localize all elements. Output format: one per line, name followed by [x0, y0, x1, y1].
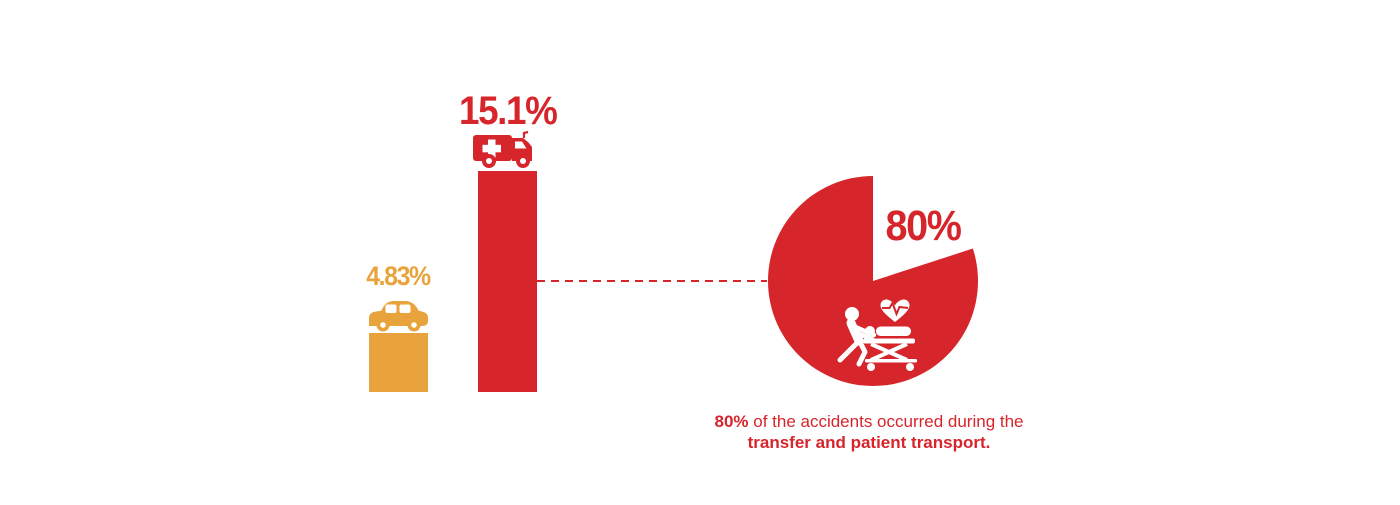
connector-dashed-line — [537, 280, 767, 282]
car-bar-value-label: 4.83% — [366, 261, 431, 291]
stretcher-icon — [837, 299, 917, 371]
pie-value-label: 80% — [885, 202, 961, 250]
caption-line-2: transfer and patient transport. — [747, 433, 991, 452]
caption-line1-rest: of the accidents occurred during the — [748, 412, 1024, 431]
car-bar — [369, 333, 428, 392]
car-icon — [369, 301, 428, 332]
caption-line-1: 80% of the accidents occurred during the — [669, 411, 1069, 432]
ambulance-bar — [478, 171, 537, 392]
ambulance-bar-value-label: 15.1% — [459, 89, 558, 133]
pie-chart — [768, 176, 979, 386]
ambulance-icon — [473, 130, 532, 168]
caption-line1-bold: 80% — [714, 412, 749, 431]
pie-slice-80 — [768, 176, 979, 386]
pie-caption: 80% of the accidents occurred during the… — [669, 411, 1069, 453]
